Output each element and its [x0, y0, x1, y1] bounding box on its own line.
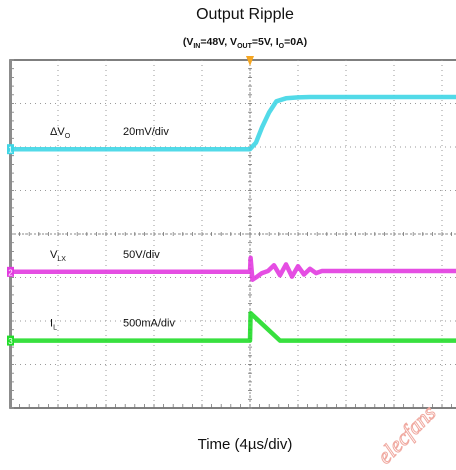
channel-scale: 20mV/div [123, 126, 169, 138]
channel-marker-number: 2 [8, 268, 13, 277]
subtitle-part: =48V, V [200, 36, 238, 48]
channel-label-part: I [50, 318, 53, 330]
trace-1 [10, 255, 456, 282]
trace-0 [10, 94, 456, 152]
subtitle-part: O [278, 43, 285, 51]
channel-label: IL [50, 318, 57, 332]
channel-marker-number: 3 [8, 337, 13, 346]
watermark-text: elecfans [376, 400, 441, 469]
channel-label: ΔVO [50, 126, 71, 140]
scope-left-border [9, 60, 12, 408]
channel-label-part: L [53, 325, 57, 332]
channel-marker-3 [7, 335, 14, 346]
channel-scale: 500mA/div [123, 318, 175, 330]
watermark: elecfans [376, 390, 456, 470]
trace-2 [10, 310, 456, 343]
x-axis-label: Time (4µs/div) [197, 436, 293, 453]
channel-marker-number: 1 [8, 146, 13, 155]
channel-label-part: LX [57, 256, 66, 263]
subtitle-part: =0A) [284, 36, 308, 48]
channel-label-part: O [65, 133, 71, 140]
channel-label-part: V [50, 249, 58, 261]
watermark-logo: elecfans [376, 399, 441, 469]
subtitle-part: OUT [237, 43, 252, 51]
channel-scale: 50V/div [123, 249, 160, 261]
chart-subtitle: (VIN=48V, VOUT=5V, IO=0A) [0, 36, 456, 50]
channel-marker-2 [7, 266, 14, 277]
channel-marker-1 [7, 144, 14, 155]
trigger-marker [246, 56, 254, 66]
chart-title: Output Ripple [196, 6, 294, 23]
channel-label-part: ΔV [50, 126, 65, 138]
subtitle-part: IN [193, 43, 201, 51]
subtitle-part: (V [182, 36, 194, 48]
channel-label: VLX [50, 249, 66, 263]
subtitle-part: =5V, I [251, 36, 279, 48]
